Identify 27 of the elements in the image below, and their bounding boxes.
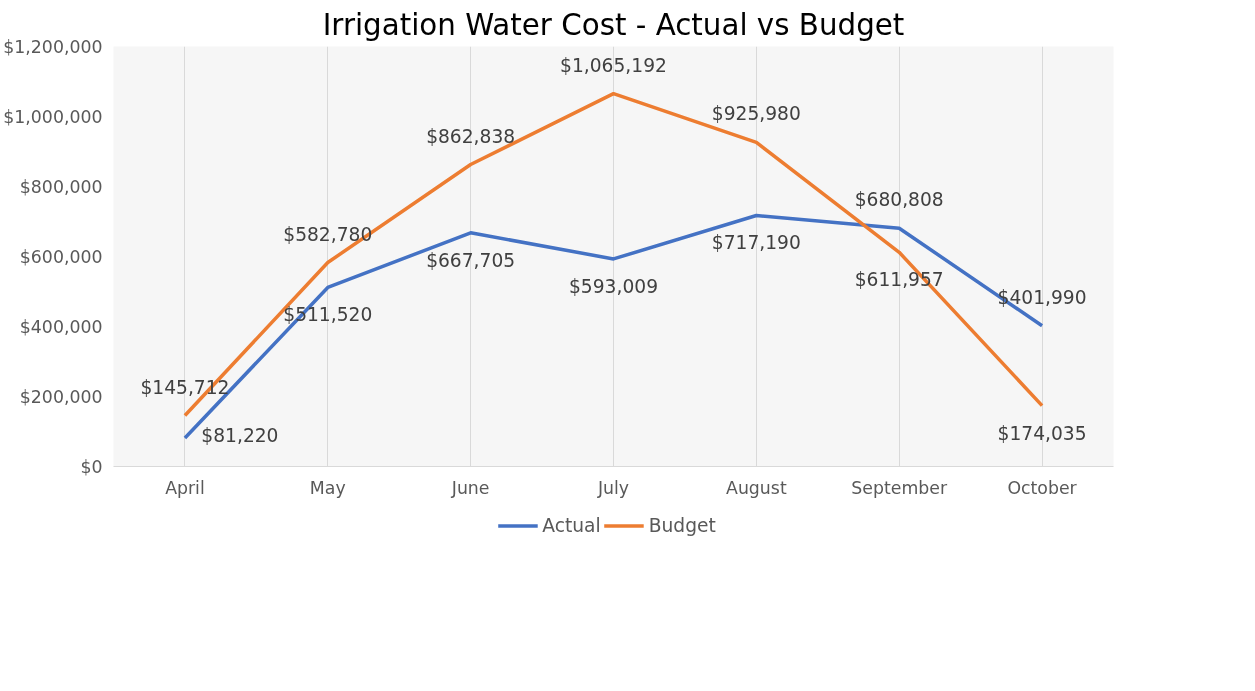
y-tick-label: $1,000,000 — [3, 106, 103, 127]
x-tick-label: September — [851, 477, 948, 498]
x-tick-label: May — [309, 477, 346, 498]
x-tick-label: June — [450, 477, 490, 498]
text: $680,808 — [854, 189, 944, 211]
x-tick-label: April — [165, 477, 205, 498]
x-tick-label: August — [726, 477, 787, 498]
text: $401,990 — [997, 286, 1087, 308]
text: $925,980 — [711, 103, 801, 125]
y-tick-label: $800,000 — [19, 176, 103, 197]
legend-label: Budget — [648, 514, 716, 536]
text: $1,065,192 — [560, 54, 667, 76]
text: $667,705 — [426, 249, 516, 271]
x-tick-label: July — [596, 477, 630, 498]
text: $81,220 — [201, 425, 279, 447]
x-tick-label: October — [1007, 477, 1078, 498]
legend-label: Actual — [542, 514, 601, 536]
text: $593,009 — [568, 275, 659, 297]
y-tick-label: $600,000 — [19, 246, 103, 267]
y-tick-label: $1,200,000 — [3, 36, 103, 57]
y-tick-label: $0 — [80, 456, 103, 477]
chart-title: Irrigation Water Cost - Actual vs Budget — [322, 7, 905, 42]
text: $862,838 — [426, 125, 516, 147]
y-tick-label: $400,000 — [19, 316, 103, 337]
text: $174,035 — [997, 422, 1087, 444]
y-tick-label: $200,000 — [19, 386, 103, 407]
text: $717,190 — [711, 232, 801, 254]
